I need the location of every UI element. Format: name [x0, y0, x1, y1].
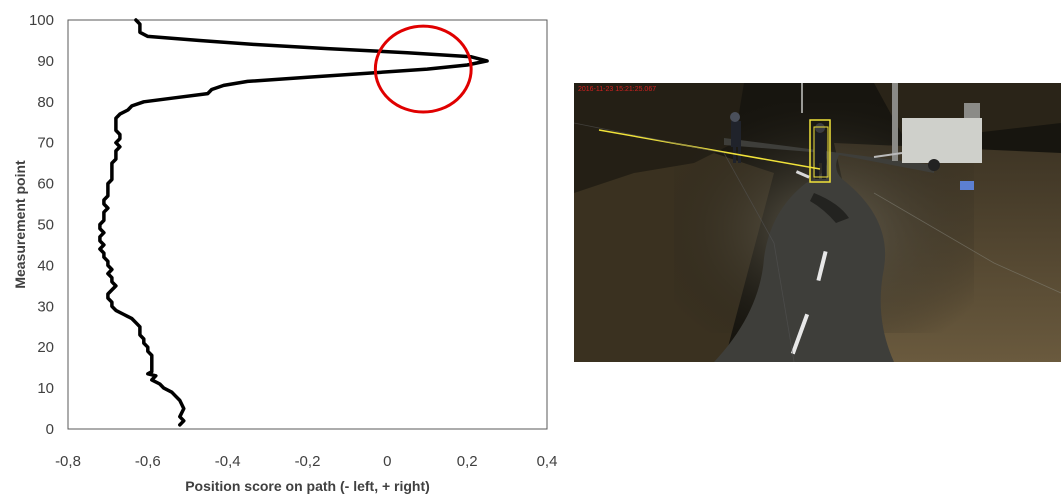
- y-tick-label: 80: [37, 94, 54, 111]
- plot-area-frame: [67, 19, 548, 430]
- x-tick-label: 0,2: [457, 453, 478, 470]
- x-tick-label: -0,4: [215, 453, 241, 470]
- path-road: [714, 138, 934, 362]
- x-tick-label: 0: [383, 453, 391, 470]
- lamp-pole: [892, 83, 898, 161]
- y-tick-label: 90: [37, 53, 54, 70]
- person-tracked: [814, 123, 826, 179]
- tracking-line: [598, 129, 821, 170]
- blue-box: [960, 181, 974, 190]
- lamp-pole-thin: [801, 83, 803, 113]
- y-tick-label: 0: [46, 421, 54, 438]
- series-line: [98, 18, 489, 427]
- lane-dash: [795, 170, 810, 179]
- y-tick-label: 50: [37, 217, 54, 234]
- highlight-ellipse: [373, 24, 473, 114]
- y-tick-label: 100: [29, 12, 54, 29]
- lane-dash: [816, 250, 828, 282]
- y-tick-label: 40: [37, 257, 54, 274]
- x-tick-label: -0,8: [55, 453, 81, 470]
- fence-line: [574, 122, 795, 362]
- x-axis-ticks: -0,8 -0,6 -0,4 -0,2 0 0,2 0,4: [55, 453, 557, 470]
- x-tick-label: -0,2: [295, 453, 321, 470]
- fence-line-right: [873, 192, 1061, 294]
- x-tick-label: -0,6: [135, 453, 161, 470]
- bounding-box-inner: [813, 126, 829, 178]
- lane-dash: [790, 313, 810, 355]
- road-shadow: [810, 193, 849, 223]
- y-tick-label: 20: [37, 339, 54, 356]
- y-tick-label: 70: [37, 135, 54, 152]
- y-tick-label: 10: [37, 380, 54, 397]
- x-axis-title: Position score on path (- left, + right): [185, 478, 430, 494]
- y-axis-title: Measurement point: [12, 160, 28, 289]
- y-axis-ticks: 0 10 20 30 40 50 60 70 80 90 100: [29, 12, 54, 438]
- x-tick-label: 0,4: [537, 453, 558, 470]
- y-tick-label: 60: [37, 176, 54, 193]
- y-tick-label: 30: [37, 298, 54, 315]
- bounding-box: [809, 119, 831, 183]
- photo-timestamp: 2016-11-23 15:21:25.067: [578, 86, 656, 93]
- trailer: [873, 103, 982, 171]
- surveillance-photo: 2016-11-23 15:21:25.067: [574, 83, 1061, 362]
